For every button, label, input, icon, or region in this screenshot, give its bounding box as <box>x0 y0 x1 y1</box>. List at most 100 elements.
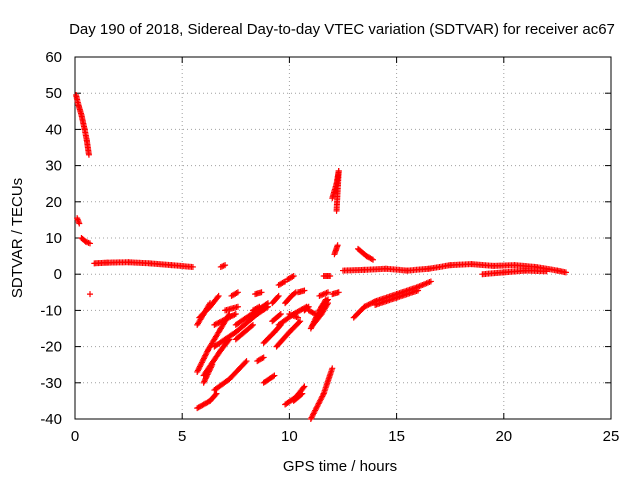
data-point <box>196 364 203 371</box>
data-points <box>73 92 569 422</box>
segment-spike-12 <box>329 168 342 214</box>
segment-d15 <box>260 372 278 386</box>
x-axis-title: GPS time / hours <box>283 458 397 475</box>
data-point <box>294 314 301 321</box>
data-point <box>301 383 308 390</box>
data-point <box>291 290 298 297</box>
data-point <box>242 359 249 366</box>
data-point <box>87 240 94 247</box>
data-point <box>243 358 250 365</box>
data-point <box>299 390 306 397</box>
segment-d14 <box>254 354 267 365</box>
x-tick-labels: 0 5 10 15 20 25 <box>71 428 620 445</box>
segment-early-9 <box>78 235 94 247</box>
data-point <box>194 367 201 374</box>
segment-baseline-b <box>340 261 569 276</box>
data-point <box>226 314 233 321</box>
data-point <box>207 365 214 372</box>
data-point <box>361 303 368 310</box>
data-point <box>201 354 208 361</box>
data-point <box>301 287 308 294</box>
data-point <box>224 315 231 322</box>
segment-isolated-b <box>320 273 334 280</box>
data-point <box>312 311 319 318</box>
data-point <box>364 302 371 309</box>
data-point <box>197 362 204 369</box>
data-point <box>201 378 208 385</box>
data-point <box>194 368 201 375</box>
x-tick-label: 15 <box>388 428 405 445</box>
segment-d25 <box>284 273 297 283</box>
data-point <box>277 311 284 318</box>
x-tick-label: 25 <box>603 428 620 445</box>
segment-d18 <box>269 292 282 307</box>
data-point <box>202 352 209 359</box>
data-point <box>219 263 226 270</box>
segment-d7 <box>211 358 250 394</box>
segment-d13 <box>252 289 265 298</box>
segment-d33 <box>301 303 312 314</box>
data-point <box>203 349 210 356</box>
y-tick-label: -10 <box>40 302 62 319</box>
segment-d23 <box>275 278 289 289</box>
data-point <box>218 318 225 325</box>
data-point <box>206 367 213 374</box>
data-point <box>202 351 209 358</box>
data-point <box>230 312 237 319</box>
y-tick-label: 10 <box>45 230 62 247</box>
segment-isolated-a <box>217 262 229 270</box>
data-point <box>222 316 229 323</box>
segment-early-15 <box>74 215 83 227</box>
y-tick-label: 20 <box>45 194 62 211</box>
data-point <box>334 242 341 249</box>
data-point <box>415 287 422 294</box>
data-point <box>76 220 83 227</box>
x-tick-label: 5 <box>178 428 186 445</box>
data-point <box>219 317 226 324</box>
segment-d17 <box>269 311 284 325</box>
data-point <box>200 355 207 362</box>
data-point <box>228 313 235 320</box>
segment-d2 <box>196 292 222 321</box>
data-point <box>223 315 230 322</box>
segment-early-decay <box>73 92 92 158</box>
segment-d4 <box>194 390 220 412</box>
data-point <box>215 319 222 326</box>
segment-spike-12b <box>331 242 341 258</box>
data-point <box>195 366 202 373</box>
segment-d11 <box>228 289 241 299</box>
axis-ticks <box>74 56 612 420</box>
y-tick-label: -40 <box>40 411 62 428</box>
y-axis-title: SDTVAR / TECUs <box>9 178 26 298</box>
segment-d27 <box>290 390 306 404</box>
data-point <box>233 290 240 297</box>
data-point <box>201 377 208 384</box>
segment-d28 <box>307 365 336 422</box>
data-point <box>214 294 221 301</box>
y-tick-label: 30 <box>45 158 62 175</box>
x-tick-label: 20 <box>495 428 512 445</box>
segment-d10 <box>232 321 256 343</box>
segment-d8 <box>222 303 241 314</box>
data-point <box>203 374 210 381</box>
segment-d36 <box>200 361 216 386</box>
data-point <box>296 319 303 326</box>
data-point <box>543 268 550 275</box>
data-point <box>220 262 227 269</box>
segment-d38 <box>318 296 331 310</box>
y-tick-label: 0 <box>54 266 62 283</box>
y-tick-label: -30 <box>40 375 62 392</box>
data-point <box>231 311 238 318</box>
data-point <box>259 355 266 362</box>
data-point <box>189 263 196 270</box>
data-point <box>199 358 206 365</box>
data-point <box>211 321 218 328</box>
data-point <box>305 303 312 310</box>
grid-lines <box>75 57 611 419</box>
data-point <box>427 278 434 285</box>
data-point <box>270 373 277 380</box>
data-point <box>307 325 314 332</box>
data-point <box>200 356 207 363</box>
segment-baseline-a <box>91 259 196 270</box>
y-tick-labels: -40 -30 -20 -10 0 10 20 30 40 50 60 <box>40 49 62 428</box>
